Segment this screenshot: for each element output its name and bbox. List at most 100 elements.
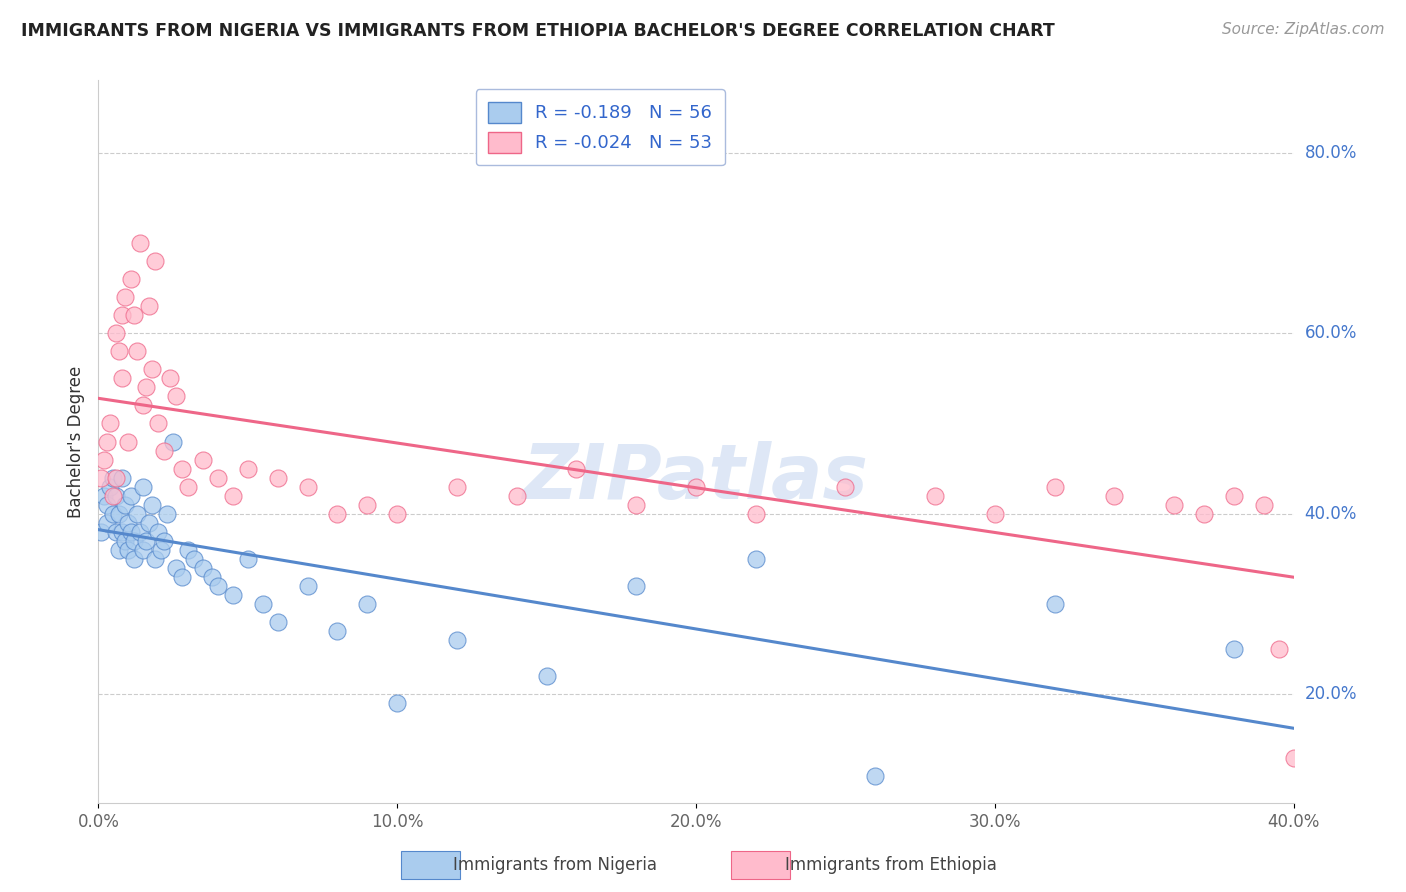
Point [132, 542, 155, 557]
Point [177, 542, 200, 557]
Point [446, 480, 468, 494]
Point [236, 461, 259, 475]
Point [148, 524, 170, 539]
Point [103, 507, 125, 521]
Point [138, 299, 160, 313]
Point [156, 507, 179, 521]
Point [222, 588, 245, 602]
Point [297, 480, 319, 494]
Point [326, 624, 349, 639]
Point [1163, 498, 1185, 512]
Text: ZIPatlas: ZIPatlas [523, 441, 869, 515]
Legend: R = -0.189   N = 56, R = -0.024   N = 53: R = -0.189 N = 56, R = -0.024 N = 53 [475, 89, 725, 165]
Point [153, 533, 176, 548]
Point [177, 480, 200, 494]
Point [172, 570, 194, 584]
Point [117, 542, 139, 557]
Point [685, 480, 707, 494]
Point [135, 533, 157, 548]
Point [120, 524, 142, 539]
Point [984, 507, 1007, 521]
Text: 60.0%: 60.0% [1305, 324, 1357, 343]
Point [222, 489, 245, 503]
Point [148, 417, 170, 431]
Point [745, 552, 768, 566]
Point [1104, 489, 1126, 503]
Point [207, 471, 229, 485]
Point [626, 498, 648, 512]
Point [267, 615, 290, 630]
Text: Immigrants from Ethiopia: Immigrants from Ethiopia [785, 856, 997, 874]
FancyBboxPatch shape [401, 851, 460, 880]
Point [105, 471, 128, 485]
Point [183, 552, 205, 566]
Point [124, 552, 146, 566]
Point [124, 308, 146, 322]
Point [103, 489, 125, 503]
Point [536, 669, 558, 683]
Point [114, 290, 136, 304]
Point [506, 489, 529, 503]
Text: 20.0%: 20.0% [1305, 685, 1357, 704]
Point [1043, 480, 1066, 494]
Point [111, 524, 134, 539]
Point [138, 516, 160, 530]
Text: Source: ZipAtlas.com: Source: ZipAtlas.com [1222, 22, 1385, 37]
Text: 40.0%: 40.0% [1305, 505, 1357, 523]
Point [120, 272, 142, 286]
Point [93, 489, 115, 503]
Point [191, 452, 214, 467]
Point [141, 362, 163, 376]
Point [120, 489, 142, 503]
Point [96, 516, 118, 530]
Point [1043, 597, 1066, 611]
Text: 80.0%: 80.0% [1305, 144, 1357, 161]
Point [124, 533, 146, 548]
Point [108, 344, 131, 359]
Point [924, 489, 946, 503]
Point [356, 597, 378, 611]
Point [1267, 642, 1289, 657]
Point [626, 579, 648, 593]
Point [236, 552, 259, 566]
Point [326, 507, 349, 521]
Point [105, 489, 128, 503]
Point [356, 498, 378, 512]
Point [201, 570, 224, 584]
Point [141, 498, 163, 512]
Point [114, 533, 136, 548]
Point [93, 452, 115, 467]
Point [1253, 498, 1275, 512]
Point [96, 434, 118, 449]
Point [143, 552, 166, 566]
Point [267, 471, 290, 485]
Point [103, 471, 125, 485]
Y-axis label: Bachelor's Degree: Bachelor's Degree [66, 366, 84, 517]
Point [98, 480, 122, 494]
Point [98, 417, 122, 431]
Point [132, 398, 155, 412]
Text: Immigrants from Nigeria: Immigrants from Nigeria [453, 856, 657, 874]
Point [1223, 489, 1246, 503]
Point [165, 389, 187, 403]
Point [114, 498, 136, 512]
Point [165, 561, 187, 575]
Point [135, 380, 157, 394]
Point [446, 633, 468, 648]
Point [191, 561, 214, 575]
Text: IMMIGRANTS FROM NIGERIA VS IMMIGRANTS FROM ETHIOPIA BACHELOR'S DEGREE CORRELATIO: IMMIGRANTS FROM NIGERIA VS IMMIGRANTS FR… [21, 22, 1054, 40]
Point [297, 579, 319, 593]
Point [745, 507, 768, 521]
Point [90, 471, 112, 485]
Point [108, 542, 131, 557]
Point [1282, 750, 1305, 764]
Point [108, 507, 131, 521]
FancyBboxPatch shape [731, 851, 790, 880]
Point [111, 371, 134, 385]
Point [143, 253, 166, 268]
Point [150, 542, 173, 557]
Point [105, 326, 128, 341]
Point [172, 461, 194, 475]
Point [111, 471, 134, 485]
Point [105, 524, 128, 539]
